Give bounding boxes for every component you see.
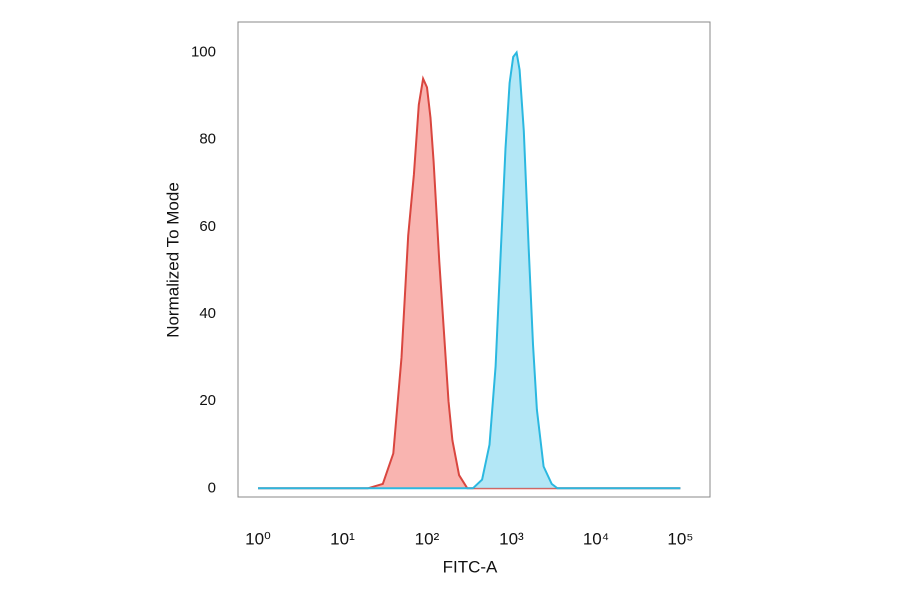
x-tick-label: 10² <box>415 529 440 548</box>
y-tick-label: 20 <box>199 392 216 409</box>
y-tick-label: 100 <box>191 43 216 60</box>
x-tick-label: 10³ <box>499 529 524 548</box>
x-axis-label: FITC-A <box>443 557 498 576</box>
x-tick-label: 10⁴ <box>583 529 609 548</box>
y-tick-label: 40 <box>199 305 216 322</box>
y-tick-label: 60 <box>199 218 216 235</box>
x-tick-label: 10⁰ <box>245 529 271 548</box>
histogram-line <box>258 50 681 490</box>
x-tick-label: 10⁵ <box>667 529 693 548</box>
histogram-line <box>258 75 681 490</box>
y-tick-label: 80 <box>199 131 216 148</box>
y-axis-label: Normalized To Mode <box>163 182 182 338</box>
plot-frame <box>237 21 711 498</box>
x-tick-label: 10¹ <box>330 529 355 548</box>
y-tick-label: 0 <box>208 479 216 496</box>
